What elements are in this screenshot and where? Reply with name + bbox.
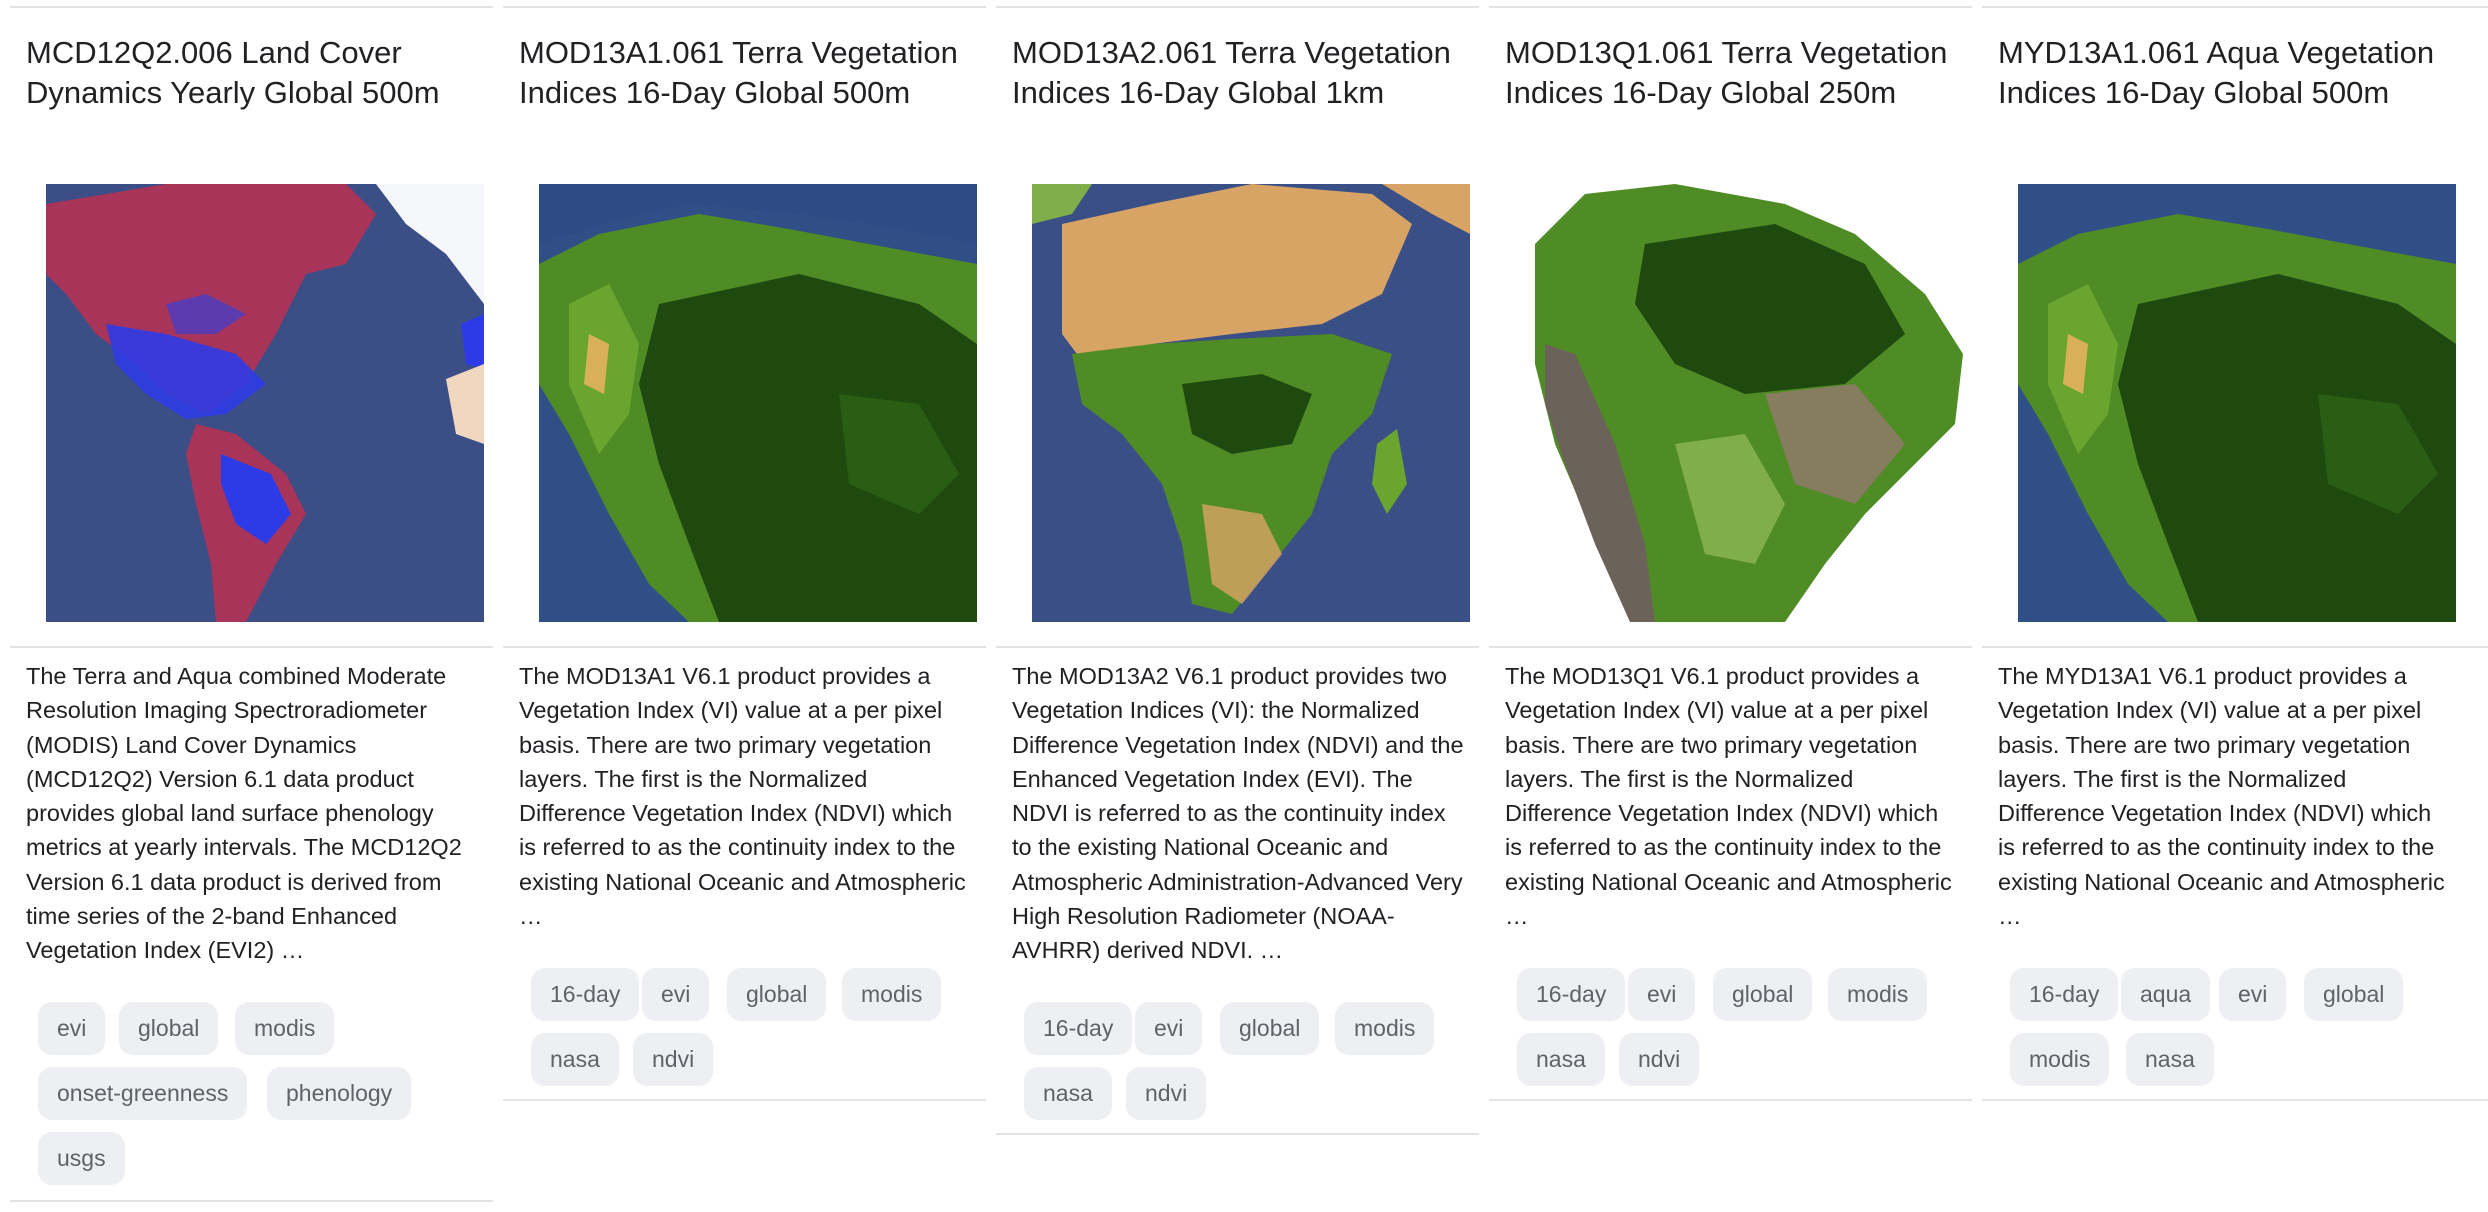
card-bottom-divider — [10, 1200, 493, 1202]
south-america-ndvi-map-image — [2018, 184, 2456, 622]
card-top-divider — [503, 6, 986, 8]
tag-chip[interactable]: modis — [2010, 1033, 2110, 1086]
tag-chip[interactable]: 16-day — [1024, 1002, 1133, 1055]
tag-chip[interactable]: ndvi — [1619, 1033, 1700, 1086]
card-bottom-divider — [996, 1133, 1479, 1135]
tag-chip[interactable]: global — [119, 1002, 219, 1055]
dataset-title[interactable]: MCD12Q2.006 Land Cover Dynamics Yearly G… — [26, 35, 440, 110]
south-america-ndvi-map-image — [539, 184, 977, 622]
card-mid-divider — [996, 646, 1479, 648]
tag-chip[interactable]: global — [2304, 968, 2404, 1021]
dataset-description: The Terra and Aqua combined Moderate Res… — [26, 663, 462, 964]
card-bottom-divider — [503, 1099, 986, 1101]
tag-chip[interactable]: modis — [235, 1002, 335, 1055]
dataset-title[interactable]: MOD13A1.061 Terra Vegetation Indices 16-… — [519, 35, 958, 110]
dataset-thumbnail[interactable] — [1525, 184, 1963, 622]
tag-chip[interactable]: phenology — [267, 1067, 412, 1120]
dataset-thumbnail[interactable] — [46, 184, 484, 622]
tag-chip[interactable]: evi — [2219, 968, 2287, 1021]
card-top-divider — [1982, 6, 2488, 8]
tag-chip[interactable]: ndvi — [633, 1033, 714, 1086]
tag-chip[interactable]: usgs — [38, 1132, 125, 1185]
dataset-description: The MOD13Q1 V6.1 product provides a Vege… — [1505, 663, 1952, 930]
dataset-title[interactable]: MOD13A2.061 Terra Vegetation Indices 16-… — [1012, 35, 1451, 110]
tag-chip[interactable]: nasa — [1517, 1033, 1605, 1086]
tag-chip[interactable]: modis — [1335, 1002, 1435, 1055]
tag-chip[interactable]: nasa — [531, 1033, 619, 1086]
dataset-description: The MOD13A2 V6.1 product provides two Ve… — [1012, 663, 1464, 964]
dataset-description: The MOD13A1 V6.1 product provides a Vege… — [519, 663, 966, 930]
tag-chip[interactable]: ndvi — [1126, 1067, 1207, 1120]
card-top-divider — [996, 6, 1479, 8]
tag-chip[interactable]: 16-day — [531, 968, 640, 1021]
tag-chip[interactable]: global — [727, 968, 827, 1021]
tag-chip[interactable]: nasa — [2126, 1033, 2214, 1086]
tag-chip[interactable]: modis — [842, 968, 942, 1021]
tag-chip[interactable]: nasa — [1024, 1067, 1112, 1120]
dataset-thumbnail[interactable] — [2018, 184, 2456, 622]
dataset-thumbnail[interactable] — [1032, 184, 1470, 622]
tag-chip[interactable]: modis — [1828, 968, 1928, 1021]
tag-chip[interactable]: evi — [38, 1002, 106, 1055]
tag-chip[interactable]: evi — [1135, 1002, 1203, 1055]
card-top-divider — [1489, 6, 1972, 8]
dataset-thumbnail[interactable] — [539, 184, 977, 622]
card-mid-divider — [503, 646, 986, 648]
card-mid-divider — [1489, 646, 1972, 648]
dataset-title[interactable]: MYD13A1.061 Aqua Vegetation Indices 16-D… — [1998, 35, 2435, 110]
dataset-description: The MYD13A1 V6.1 product provides a Vege… — [1998, 663, 2445, 930]
tag-chip[interactable]: 16-day — [1517, 968, 1626, 1021]
tag-chip[interactable]: evi — [642, 968, 710, 1021]
tag-chip[interactable]: aqua — [2121, 968, 2211, 1021]
tag-chip[interactable]: evi — [1628, 968, 1696, 1021]
tag-chip[interactable]: global — [1713, 968, 1813, 1021]
tag-chip[interactable]: global — [1220, 1002, 1320, 1055]
south-america-ndvi-white-map-image — [1525, 184, 1963, 622]
dataset-title[interactable]: MOD13Q1.061 Terra Vegetation Indices 16-… — [1505, 35, 1948, 110]
americas-phenology-map-image — [46, 184, 484, 622]
card-mid-divider — [1982, 646, 2488, 648]
tag-chip[interactable]: onset-greenness — [38, 1067, 248, 1120]
tag-chip[interactable]: 16-day — [2010, 968, 2119, 1021]
card-top-divider — [10, 6, 493, 8]
card-mid-divider — [10, 646, 493, 648]
card-bottom-divider — [1489, 1099, 1972, 1101]
card-bottom-divider — [1982, 1099, 2488, 1101]
africa-ndvi-map-image — [1032, 184, 1470, 622]
